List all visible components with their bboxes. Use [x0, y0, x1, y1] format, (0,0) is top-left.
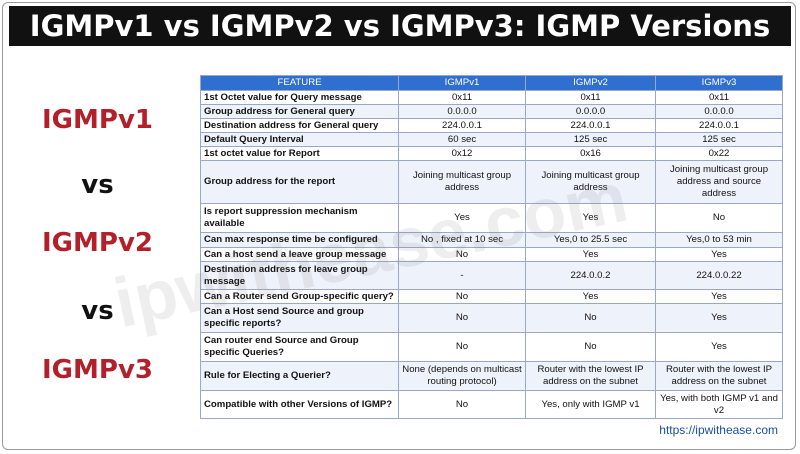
table-cell: Yes,0 to 25.5 sec — [525, 232, 656, 248]
table-row: 1st octet value for Report 0x12 0x16 0x22 — [200, 146, 783, 161]
table-cell: 224.0.0.1 — [655, 118, 783, 133]
column-header: IGMPv3 — [655, 75, 783, 91]
table-row: Can a Host send Source and group specifi… — [200, 303, 783, 333]
table-cell: 0x16 — [525, 146, 656, 161]
table-cell: 0x22 — [655, 146, 783, 161]
table-cell: Yes,0 to 53 min — [655, 232, 783, 248]
feature-cell: Group address for the report — [200, 160, 399, 204]
title-banner: IGMPv1 vs IGMPv2 vs IGMPv3: IGMP Version… — [9, 6, 791, 46]
feature-cell: Default Query Interval — [200, 132, 399, 147]
table-cell: 0x11 — [525, 90, 656, 105]
feature-cell: 1st octet value for Report — [200, 146, 399, 161]
feature-cell: Can a Host send Source and group specifi… — [200, 303, 399, 333]
feature-cell: Group address for General query — [200, 104, 399, 119]
table-cell: 224.0.0.1 — [398, 118, 526, 133]
table-cell: No — [398, 390, 526, 419]
sidebar-label: IGMPv3 — [42, 355, 153, 385]
feature-cell: Can max response time be configured — [200, 232, 399, 248]
table-row: Can a host send a leave group message No Y… — [200, 247, 783, 262]
table-cell: 125 sec — [525, 132, 656, 147]
table-cell: No , fixed at 10 sec — [398, 232, 526, 248]
feature-cell: Destination address for leave group mess… — [200, 261, 399, 290]
table-cell: Router with the lowest IP address on the… — [525, 361, 656, 391]
table-row: Can router end Source and Group specific… — [200, 332, 783, 362]
table-cell: No — [398, 332, 526, 362]
frame — [2, 2, 796, 450]
table-cell: Yes, with both IGMP v1 and v2 — [655, 390, 783, 419]
table-row: Default Query Interval 60 sec 125 sec 125 s… — [200, 132, 783, 147]
table-cell: 0x11 — [398, 90, 526, 105]
table-row: Destination address for leave group mess… — [200, 261, 783, 290]
column-header: IGMPv2 — [525, 75, 656, 91]
table-cell: Yes — [655, 303, 783, 333]
table-row: Rule for Electing a Querier? None (depend… — [200, 361, 783, 391]
table-cell: 0.0.0.0 — [525, 104, 656, 119]
table-cell: Yes — [525, 203, 656, 233]
table-cell: 0.0.0.0 — [398, 104, 526, 119]
table-cell: 224.0.0.1 — [525, 118, 656, 133]
table-cell: Joining multicast group address — [525, 160, 656, 204]
table-cell: 224.0.0.22 — [655, 261, 783, 290]
column-header: FEATURE — [200, 75, 399, 91]
table-cell: Yes — [525, 247, 656, 262]
sidebar-label: vs — [81, 296, 114, 326]
sidebar-label: IGMPv2 — [42, 228, 153, 258]
table-cell: Yes — [655, 247, 783, 262]
table-row: Destination address for General query 224… — [200, 118, 783, 133]
table-cell: Yes — [655, 289, 783, 304]
table-row: Group address for the report Joining mult… — [200, 160, 783, 204]
footer-url[interactable]: https://ipwithease.com — [659, 423, 778, 437]
sidebar-label: IGMPv1 — [42, 105, 153, 135]
table-cell: Router with the lowest IP address on the… — [655, 361, 783, 391]
table-row: Is report suppression mechanism availabl… — [200, 203, 783, 233]
feature-cell: Rule for Electing a Querier? — [200, 361, 399, 391]
table-cell: No — [398, 289, 526, 304]
table-cell: 0x12 — [398, 146, 526, 161]
feature-cell: Can router end Source and Group specific… — [200, 332, 399, 362]
feature-cell: Can a host send a leave group message — [200, 247, 399, 262]
comparison-table: FEATURE IGMPv1 IGMPv2 IGMPv3 1st Octet value… — [200, 75, 783, 419]
table-cell: - — [398, 261, 526, 290]
table-cell: No — [398, 303, 526, 333]
table-cell: 125 sec — [655, 132, 783, 147]
feature-cell: Is report suppression mechanism availabl… — [200, 203, 399, 233]
table-cell: Yes — [398, 203, 526, 233]
column-header: IGMPv1 — [398, 75, 526, 91]
sidebar-label: vs — [81, 170, 114, 200]
table-cell: 60 sec — [398, 132, 526, 147]
table-cell: Joining multicast group address — [398, 160, 526, 204]
feature-cell: Compatible with other Versions of IGMP? — [200, 390, 399, 419]
table-cell: No — [655, 203, 783, 233]
feature-cell: Destination address for General query — [200, 118, 399, 133]
table-row: Can max response time be configured No , … — [200, 232, 783, 248]
table-cell: No — [525, 332, 656, 362]
table-cell: 0.0.0.0 — [655, 104, 783, 119]
table-cell: Yes — [525, 289, 656, 304]
table-cell: Yes, only with IGMP v1 — [525, 390, 656, 419]
table-row: Compatible with other Versions of IGMP? N… — [200, 390, 783, 419]
table-row: Can a Router send Group-specific query? N… — [200, 289, 783, 304]
feature-cell: 1st Octet value for Query message — [200, 90, 399, 105]
table-cell: Joining multicast group address and sour… — [655, 160, 783, 204]
table-cell: No — [398, 247, 526, 262]
table-cell: None (depends on multicast routing proto… — [398, 361, 526, 391]
table-cell: 0x11 — [655, 90, 783, 105]
table-cell: Yes — [655, 332, 783, 362]
table-cell: 224.0.0.2 — [525, 261, 656, 290]
table-cell: No — [525, 303, 656, 333]
table-row: Group address for General query 0.0.0.0 0.… — [200, 104, 783, 119]
feature-cell: Can a Router send Group-specific query? — [200, 289, 399, 304]
table-row: 1st Octet value for Query message 0x11 0x1… — [200, 90, 783, 105]
